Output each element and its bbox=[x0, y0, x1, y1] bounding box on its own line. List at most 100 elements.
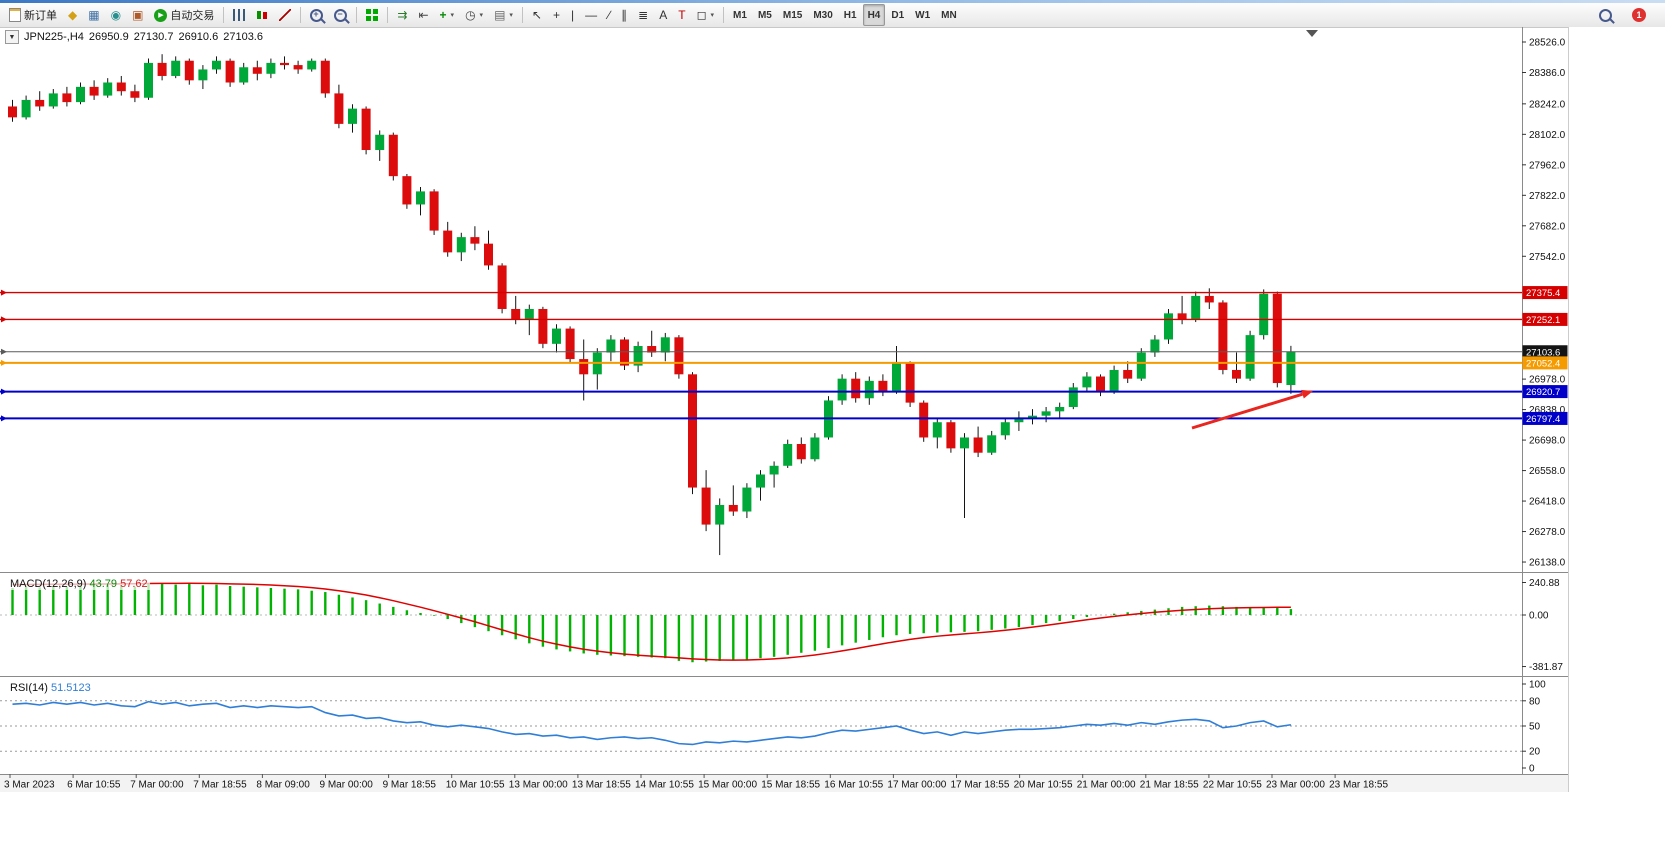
auto-trading-icon: ▶ bbox=[154, 8, 168, 22]
zoom-in-button[interactable]: + bbox=[305, 4, 328, 26]
svg-text:21 Mar 00:00: 21 Mar 00:00 bbox=[1077, 780, 1136, 791]
price-tag-27052.4 bbox=[1522, 356, 1568, 370]
timeframe-h1-label: H1 bbox=[843, 9, 857, 21]
channel-icon: ∥ bbox=[621, 8, 628, 22]
tile-windows-button[interactable] bbox=[361, 4, 383, 26]
navigator-button[interactable]: ◉ bbox=[106, 4, 126, 26]
svg-text:13 Mar 18:55: 13 Mar 18:55 bbox=[572, 780, 631, 791]
new-order-button[interactable]: 新订单 bbox=[4, 4, 62, 26]
timeframe-m5-button[interactable]: M5 bbox=[753, 4, 777, 26]
svg-text:27822.0: 27822.0 bbox=[1529, 191, 1566, 202]
svg-text:26278.0: 26278.0 bbox=[1529, 527, 1566, 538]
svg-text:28102.0: 28102.0 bbox=[1529, 130, 1566, 141]
svg-text:10 Mar 10:55: 10 Mar 10:55 bbox=[446, 780, 505, 791]
notifications-icon: 1 bbox=[1632, 8, 1646, 22]
horizontal-line-button[interactable]: — bbox=[580, 4, 602, 26]
new-order-icon bbox=[9, 8, 21, 22]
svg-text:21 Mar 18:55: 21 Mar 18:55 bbox=[1140, 780, 1199, 791]
timeframe-w1-button[interactable]: W1 bbox=[910, 4, 935, 26]
svg-text:28386.0: 28386.0 bbox=[1529, 68, 1566, 79]
timeframe-m30-button[interactable]: M30 bbox=[808, 4, 837, 26]
fibonacci-button[interactable]: ≣ bbox=[633, 4, 653, 26]
price-tag-26920.7 bbox=[1522, 385, 1568, 399]
timeframe-d1-button[interactable]: D1 bbox=[886, 4, 909, 26]
auto-scroll-button[interactable]: ⇉ bbox=[392, 4, 412, 26]
templates-button[interactable]: ▤ ▾ bbox=[489, 4, 518, 26]
label-button[interactable]: T bbox=[673, 4, 690, 26]
data-window-button[interactable]: ▦ bbox=[83, 4, 104, 26]
channel-button[interactable]: ∥ bbox=[616, 4, 632, 26]
timeframe-m1-button[interactable]: M1 bbox=[728, 4, 752, 26]
periods-button[interactable]: ◷ ▾ bbox=[460, 4, 488, 26]
data-window-icon: ▦ bbox=[88, 8, 100, 22]
svg-text:26698.0: 26698.0 bbox=[1529, 436, 1566, 447]
shapes-button[interactable]: ◻ ▾ bbox=[692, 4, 719, 26]
indicators-caret-icon: ▾ bbox=[450, 12, 455, 19]
tile-windows-icon bbox=[366, 9, 379, 21]
crosshair-button[interactable]: + bbox=[548, 4, 565, 26]
svg-text:13 Mar 00:00: 13 Mar 00:00 bbox=[509, 780, 568, 791]
price-tag-27375.4 bbox=[1522, 286, 1568, 300]
timeframe-mn-button[interactable]: MN bbox=[936, 4, 962, 26]
chart-canvas[interactable]: 28526.0 28386.0 28242.0 28102.0 27962.0 27822… bbox=[0, 27, 1665, 844]
svg-text:28242.0: 28242.0 bbox=[1529, 99, 1566, 110]
timeframe-mn-label: MN bbox=[941, 9, 957, 21]
auto-trading-button[interactable]: ▶ 自动交易 bbox=[149, 4, 219, 26]
timeframe-d1-label: D1 bbox=[891, 9, 905, 21]
navigator-icon: ◉ bbox=[110, 8, 122, 22]
zoom-out-icon: − bbox=[334, 8, 348, 22]
svg-text:6 Mar 10:55: 6 Mar 10:55 bbox=[67, 780, 121, 791]
svg-text:16 Mar 10:55: 16 Mar 10:55 bbox=[824, 780, 883, 791]
bar-chart-button[interactable] bbox=[228, 4, 250, 26]
svg-text:15 Mar 18:55: 15 Mar 18:55 bbox=[761, 780, 820, 791]
timeframe-h4-label: H4 bbox=[867, 9, 881, 21]
timeframe-m1-label: M1 bbox=[733, 9, 747, 21]
search-button[interactable] bbox=[1594, 4, 1617, 26]
notifications-button[interactable]: 1 bbox=[1627, 4, 1651, 26]
cursor-button[interactable]: ↖ bbox=[527, 4, 547, 26]
indicators-button[interactable]: + ▾ bbox=[435, 4, 460, 26]
main-toolbar: 新订单 ◆ ▦ ◉ ▣ ▶ 自动交易 + − ⇉ ⇤ + ▾ ◷ ▾ ▤ ▾ ↖ + | — ∕ ∥ ≣ A T ◻ ▾ M1 M5 M15… bbox=[0, 3, 1665, 28]
timeframe-h1-button[interactable]: H1 bbox=[839, 4, 862, 26]
price-axis[interactable]: 28526.0 28386.0 28242.0 28102.0 27962.0 27822… bbox=[1522, 38, 1568, 569]
svg-text:80: 80 bbox=[1529, 696, 1541, 707]
terminal-button[interactable]: ▣ bbox=[127, 4, 148, 26]
svg-text:27542.0: 27542.0 bbox=[1529, 252, 1566, 263]
svg-text:50: 50 bbox=[1529, 722, 1541, 733]
auto-scroll-icon: ⇉ bbox=[397, 8, 408, 22]
svg-text:26797.4: 26797.4 bbox=[1526, 414, 1560, 425]
text-button[interactable]: A bbox=[654, 4, 672, 26]
trendline-button[interactable]: ∕ bbox=[603, 4, 615, 26]
terminal-icon: ▣ bbox=[132, 8, 144, 22]
chart-shift-marker-icon[interactable] bbox=[1306, 30, 1318, 37]
price-tag-26797.4 bbox=[1522, 411, 1568, 425]
svg-text:0.00: 0.00 bbox=[1529, 611, 1549, 622]
toolbar-right: 1 bbox=[1594, 4, 1661, 26]
vertical-line-button[interactable]: | bbox=[566, 4, 579, 26]
price-tag-27103.6 bbox=[1522, 345, 1568, 359]
trend-arrow[interactable] bbox=[1191, 389, 1313, 430]
svg-text:26138.0: 26138.0 bbox=[1529, 558, 1566, 569]
new-order-label: 新订单 bbox=[24, 10, 57, 22]
candlestick-chart-button[interactable] bbox=[251, 4, 273, 26]
line-chart-icon bbox=[279, 9, 292, 21]
line-chart-button[interactable] bbox=[274, 4, 296, 26]
svg-text:26558.0: 26558.0 bbox=[1529, 466, 1566, 477]
timeframe-m15-button[interactable]: M15 bbox=[778, 4, 807, 26]
svg-text:100: 100 bbox=[1529, 680, 1546, 691]
zoom-out-button[interactable]: − bbox=[329, 4, 352, 26]
zoom-in-icon: + bbox=[310, 8, 324, 22]
symbol-dropdown-icon[interactable]: ▼ bbox=[5, 30, 19, 44]
trendline-icon: ∕ bbox=[608, 8, 611, 22]
svg-text:17 Mar 00:00: 17 Mar 00:00 bbox=[887, 780, 946, 791]
chart-shift-button[interactable]: ⇤ bbox=[413, 4, 433, 26]
timeframe-h4-button[interactable]: H4 bbox=[862, 4, 886, 26]
periods-caret-icon: ▾ bbox=[479, 12, 484, 19]
templates-icon: ▤ bbox=[494, 8, 506, 22]
svg-text:26978.0: 26978.0 bbox=[1529, 375, 1566, 386]
market-watch-button[interactable]: ◆ bbox=[63, 4, 82, 26]
svg-text:7 Mar 00:00: 7 Mar 00:00 bbox=[130, 780, 184, 791]
time-axis[interactable]: 3 Mar 2023 6 Mar 10:55 7 Mar 00:00 7 Mar 18… bbox=[0, 774, 1568, 792]
toolbar-separator bbox=[723, 7, 725, 23]
